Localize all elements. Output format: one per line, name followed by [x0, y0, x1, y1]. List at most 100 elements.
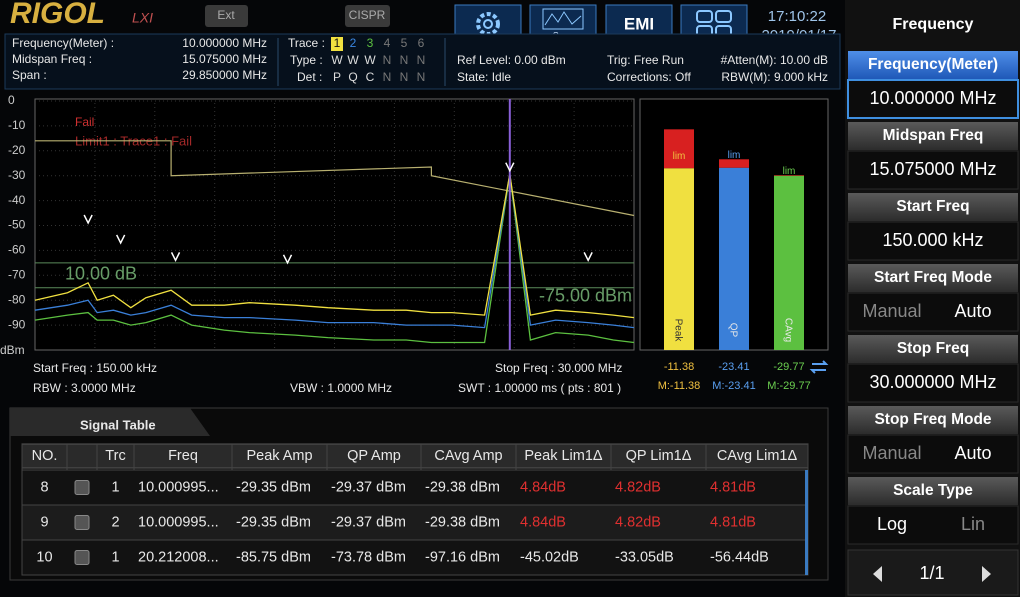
row-checkbox[interactable] [74, 515, 90, 530]
type-label: Type : [290, 53, 323, 67]
peak-marker [170, 252, 181, 263]
bar-below-limit [774, 175, 804, 350]
offset-label: 10.00 dB [65, 264, 137, 284]
menu-value-bg[interactable] [847, 221, 1019, 261]
attenuation: #Atten(M): 10.00 dB [721, 53, 828, 67]
trace-number: 5 [401, 36, 408, 50]
peak-marker [282, 254, 293, 265]
menu-option: Log [877, 514, 907, 534]
prev-page[interactable] [873, 566, 882, 582]
menu-value-bg[interactable] [847, 150, 1019, 190]
table-row [21, 539, 809, 576]
y-tick-label: 0 [8, 93, 15, 107]
swap-icon[interactable] [809, 360, 829, 374]
menu-value-bg[interactable] [847, 434, 1019, 474]
limit-label: lim [673, 151, 686, 162]
table-header: NO. [32, 448, 58, 464]
menu-label: Start Freq Mode [874, 269, 992, 286]
info-value: 15.075000 MHz [182, 52, 267, 66]
scan-icon-wave [544, 11, 582, 26]
row-checkbox[interactable] [74, 550, 90, 565]
info-value: 29.850000 MHz [182, 68, 267, 82]
menu-value-bg[interactable] [847, 292, 1019, 332]
gear-icon-center [483, 19, 493, 29]
bar-category: QP [727, 323, 738, 338]
emi-label: EMI [624, 14, 654, 33]
menu-option: Lin [961, 514, 985, 534]
menu-label-bg[interactable] [848, 335, 1018, 363]
table-cell: 1 [111, 479, 119, 495]
table-cell: 4.81dB [710, 479, 756, 495]
y-tick-label: -60 [8, 243, 26, 257]
trigger: Trig: Free Run [607, 53, 684, 67]
page-indicator: 1/1 [919, 563, 944, 583]
menu-label-bg[interactable] [848, 264, 1018, 292]
menu-label: Start Freq [896, 198, 969, 215]
menu-label-bg[interactable] [848, 477, 1018, 505]
table-cell: 8 [40, 479, 48, 495]
table-cell: -73.78 dBm [331, 549, 406, 565]
bar-category: CAvg [782, 318, 793, 342]
trace-type: W [364, 53, 376, 67]
y-tick-label: -30 [8, 168, 26, 182]
menu-label-bg[interactable] [848, 406, 1018, 434]
bar-below-limit [664, 168, 694, 350]
start-freq: Start Freq : 150.00 kHz [33, 361, 157, 375]
table-cell: -29.37 dBm [331, 479, 406, 495]
menu-title: Frequency [893, 16, 974, 33]
menu-value: 30.000000 MHz [869, 372, 996, 392]
table-header-bg [21, 443, 809, 469]
fail-annotation: Fail [75, 115, 94, 129]
info-panel [4, 33, 841, 90]
scan-icon [542, 8, 584, 30]
peak-marker [115, 234, 126, 245]
cispr-button[interactable] [345, 5, 390, 27]
menu-label-bg[interactable] [848, 51, 1018, 79]
menu-label-bg[interactable] [848, 122, 1018, 150]
menu-value: 10.000000 MHz [869, 88, 996, 108]
trace-type: N [417, 53, 426, 67]
cispr-label: CISPR [349, 8, 386, 22]
table-header: Freq [168, 448, 198, 464]
menu-option: Manual [862, 301, 921, 321]
trace [34, 173, 635, 329]
table-cell: 4.82dB [615, 479, 661, 495]
table-header: CAvg Lim1Δ [717, 448, 798, 464]
menu-label: Midspan Freq [883, 127, 984, 144]
y-tick-label: -70 [8, 267, 26, 281]
trace-number: 2 [350, 36, 357, 50]
trace [34, 173, 635, 319]
y-tick-label: -10 [8, 118, 26, 132]
table-tab [10, 408, 210, 436]
menu-value-bg[interactable] [847, 363, 1019, 403]
ext-button[interactable] [205, 5, 248, 27]
bar-over-limit [664, 129, 694, 169]
next-page[interactable] [982, 566, 991, 582]
row-checkbox[interactable] [74, 480, 90, 495]
trace-detector: N [417, 70, 426, 84]
table-cell: -97.16 dBm [425, 549, 500, 565]
table-header: Peak Lim1Δ [524, 448, 603, 464]
menu-value-bg[interactable] [847, 79, 1019, 119]
rbw: RBW : 3.0000 MHz [33, 381, 136, 395]
table-cell: 20.212008... [138, 549, 219, 565]
y-tick-label: -50 [8, 218, 26, 232]
marker-value: M:-29.77 [767, 380, 810, 392]
stop-freq: Stop Freq : 30.000 MHz [495, 361, 622, 375]
table-cell: -29.38 dBm [425, 514, 500, 530]
menu-label-bg[interactable] [848, 193, 1018, 221]
menu-value-bg[interactable] [847, 505, 1019, 545]
info-label: Frequency(Meter) : [12, 36, 114, 50]
peak-marker [583, 252, 593, 263]
bar-category: Peak [672, 319, 683, 343]
trace-highlight [331, 37, 343, 51]
table-cell: 4.82dB [615, 514, 661, 530]
trace-number: 1 [334, 36, 341, 50]
trace-detector: Q [348, 70, 357, 84]
limit-label: lim [728, 150, 741, 161]
marker-value: M:-23.41 [712, 380, 755, 392]
trace-detector: N [383, 70, 392, 84]
menu-option: Auto [954, 443, 991, 463]
